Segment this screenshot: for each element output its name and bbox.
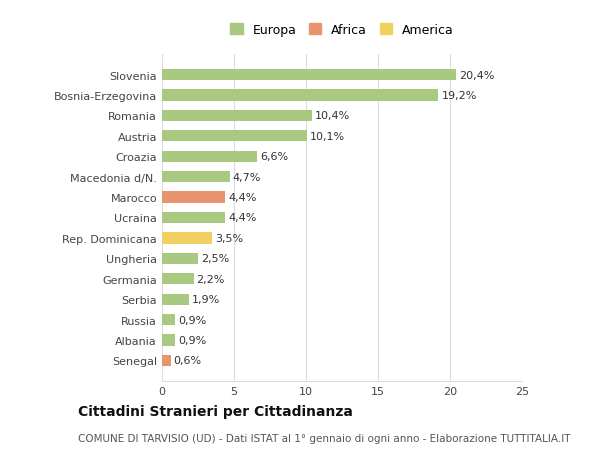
Bar bbox=[162, 131, 307, 142]
Bar bbox=[162, 213, 226, 224]
Text: 0,6%: 0,6% bbox=[173, 356, 202, 365]
Bar bbox=[162, 111, 312, 122]
Text: 10,4%: 10,4% bbox=[314, 111, 350, 121]
Text: 19,2%: 19,2% bbox=[442, 91, 477, 101]
Bar bbox=[162, 355, 170, 366]
Text: 20,4%: 20,4% bbox=[458, 71, 494, 80]
Text: 3,5%: 3,5% bbox=[215, 233, 244, 243]
Bar bbox=[162, 314, 175, 325]
Text: 4,4%: 4,4% bbox=[228, 193, 257, 203]
Bar bbox=[162, 151, 257, 162]
Bar bbox=[162, 294, 190, 305]
Text: 0,9%: 0,9% bbox=[178, 315, 206, 325]
Text: 4,4%: 4,4% bbox=[228, 213, 257, 223]
Text: 10,1%: 10,1% bbox=[310, 132, 346, 141]
Bar bbox=[162, 335, 175, 346]
Bar bbox=[162, 70, 456, 81]
Text: 6,6%: 6,6% bbox=[260, 152, 288, 162]
Text: 2,5%: 2,5% bbox=[201, 254, 229, 264]
Text: 2,2%: 2,2% bbox=[197, 274, 225, 284]
Bar bbox=[162, 274, 194, 285]
Bar bbox=[162, 233, 212, 244]
Text: Cittadini Stranieri per Cittadinanza: Cittadini Stranieri per Cittadinanza bbox=[78, 404, 353, 419]
Text: 0,9%: 0,9% bbox=[178, 335, 206, 345]
Bar bbox=[162, 192, 226, 203]
Bar bbox=[162, 172, 230, 183]
Bar bbox=[162, 253, 198, 264]
Legend: Europa, Africa, America: Europa, Africa, America bbox=[225, 19, 459, 42]
Text: 1,9%: 1,9% bbox=[192, 295, 220, 304]
Text: COMUNE DI TARVISIO (UD) - Dati ISTAT al 1° gennaio di ogni anno - Elaborazione T: COMUNE DI TARVISIO (UD) - Dati ISTAT al … bbox=[78, 433, 571, 442]
Bar bbox=[162, 90, 439, 101]
Text: 4,7%: 4,7% bbox=[233, 172, 261, 182]
